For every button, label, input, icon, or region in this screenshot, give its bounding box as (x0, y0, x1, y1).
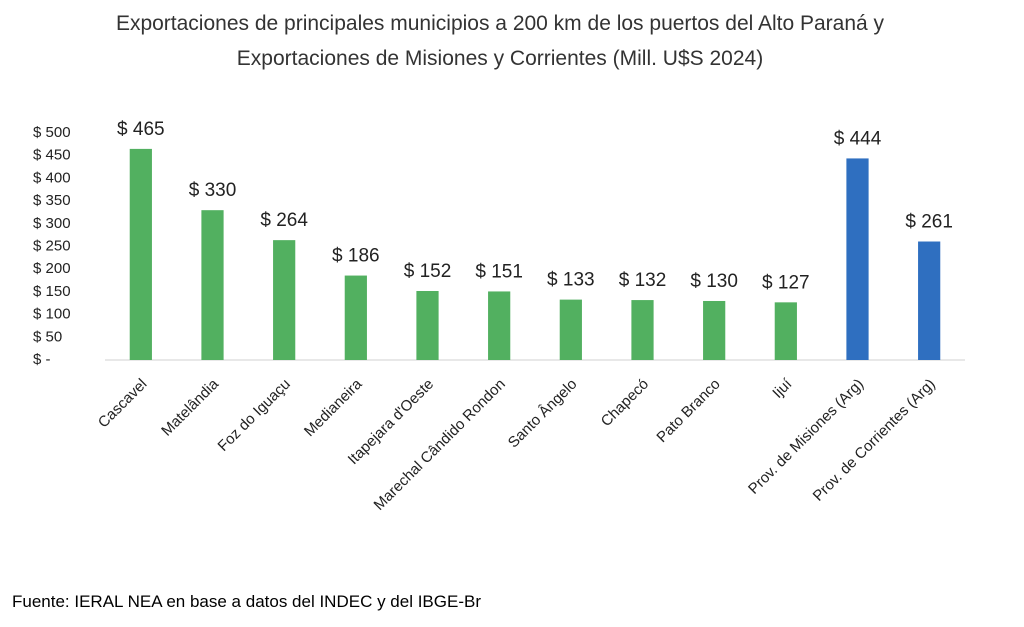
y-tick-label: $ 150 (33, 283, 71, 300)
x-tick-label: Chapecó (598, 376, 652, 430)
x-tick-label: Pato Branco (653, 376, 723, 446)
y-tick-label: $ - (33, 351, 51, 368)
x-tick-label: Marechal Cândido Rondon (371, 376, 509, 514)
y-tick-label: $ 400 (33, 169, 71, 186)
bar (273, 240, 296, 360)
bar (344, 275, 367, 360)
y-tick-label: $ 450 (33, 147, 71, 164)
bar (559, 299, 582, 360)
value-label: $ 151 (475, 261, 523, 282)
y-tick-label: $ 100 (33, 306, 71, 323)
bar (918, 241, 941, 360)
y-tick-label: $ 500 (33, 124, 71, 141)
bar (846, 158, 869, 360)
bar (488, 291, 511, 360)
value-label: $ 152 (404, 261, 452, 282)
value-label: $ 264 (260, 210, 308, 231)
y-tick-label: $ 250 (33, 237, 71, 254)
chart-title: Exportaciones de principales municipios … (115, 12, 885, 70)
value-label: $ 444 (834, 128, 882, 149)
value-label: $ 133 (547, 270, 595, 291)
source-note: Fuente: IERAL NEA en base a datos del IN… (12, 592, 481, 611)
bar (416, 290, 439, 360)
value-label: $ 127 (762, 272, 810, 293)
bar (129, 148, 152, 360)
x-tick-label: Prov. de Misiones (Arg) (745, 376, 867, 498)
bar (631, 300, 654, 360)
value-label: $ 186 (332, 246, 380, 267)
x-tick-label: Foz do Iguaçu (215, 376, 294, 455)
bar (201, 210, 224, 360)
value-label: $ 132 (619, 270, 667, 291)
y-tick-label: $ 300 (33, 215, 71, 232)
value-label: $ 261 (905, 212, 953, 233)
x-tick-label: Prov. de Corrientes (Arg) (810, 376, 939, 505)
x-tick-label: Matelândia (158, 375, 222, 439)
bar (703, 300, 726, 360)
x-tick-label: Medianeira (301, 375, 366, 440)
y-tick-label: $ 200 (33, 260, 71, 277)
y-tick-label: $ 350 (33, 192, 71, 209)
chart: $ - $ 50 $ 100 $ 150 $ 200 $ 250 $ 300 $ 350 $ 4… (33, 119, 965, 514)
x-tick-label: Ijuí (769, 375, 796, 402)
x-tick-label: Cascavel (95, 376, 151, 432)
bar (774, 302, 797, 360)
value-label: $ 130 (690, 271, 738, 292)
value-label: $ 465 (117, 119, 165, 140)
y-tick-label: $ 50 (33, 328, 62, 345)
x-tick-label: Santo Ângelo (505, 376, 581, 452)
value-label: $ 330 (189, 180, 237, 201)
